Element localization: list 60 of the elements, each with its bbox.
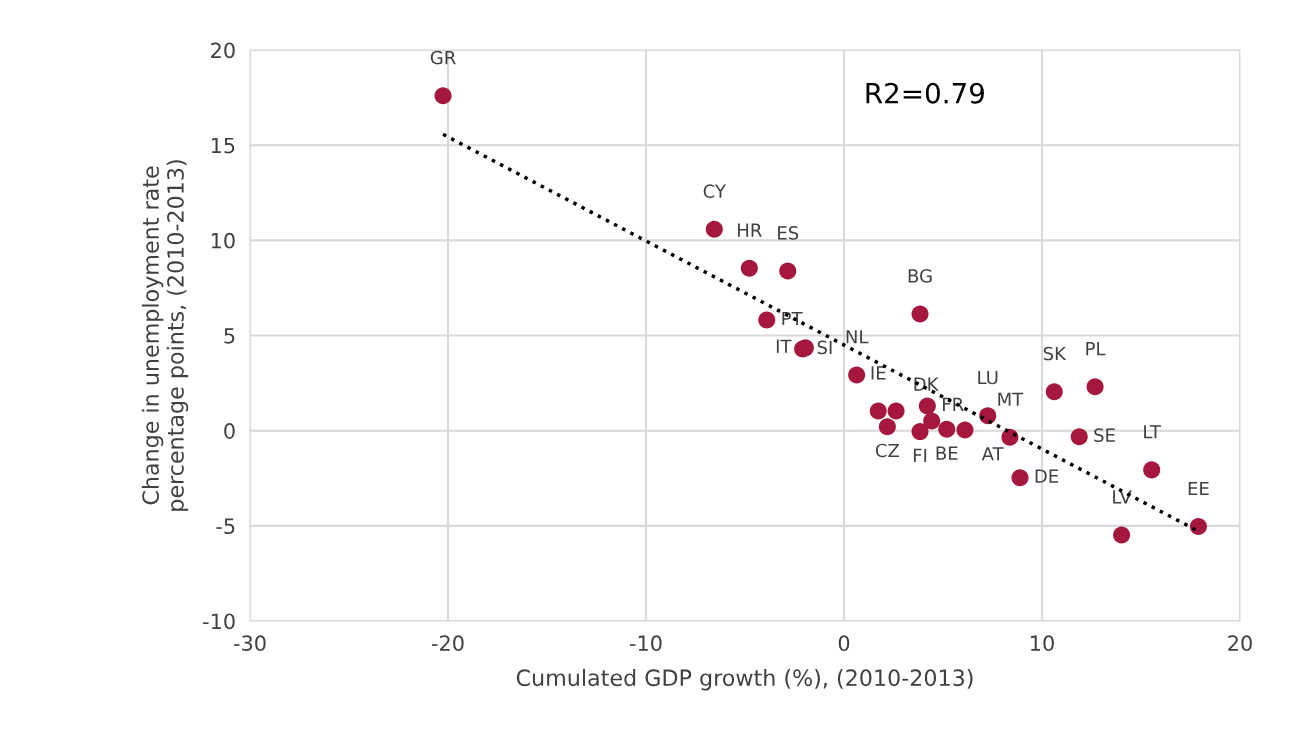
y-tick-label: 10 (211, 232, 235, 249)
x-tick-label: 10 (1031, 635, 1054, 652)
data-label: EE (1188, 481, 1209, 496)
y-tick-label: 5 (224, 328, 235, 344)
data-label: LT (1144, 425, 1162, 439)
point (878, 418, 896, 436)
data-label: SE (1094, 428, 1115, 442)
point (1070, 428, 1088, 446)
data-label: HR (738, 223, 762, 237)
point (887, 402, 905, 420)
point (911, 305, 929, 323)
x-tick-label: 0 (838, 635, 850, 652)
data-label: CY (703, 184, 727, 199)
data-label: FI (913, 448, 927, 462)
data-label: GR (430, 50, 456, 65)
x-tick-label: -10 (630, 635, 662, 652)
point (434, 87, 452, 105)
point (956, 421, 974, 439)
point (938, 420, 956, 438)
x-axis-title: Cumulated GDP growth (%), (2010-2013) (516, 668, 973, 691)
point (705, 220, 723, 238)
x-tick-label: -20 (432, 635, 464, 652)
data-label: AT (981, 447, 1004, 461)
x-tick-label: 20 (1228, 635, 1252, 652)
y-tick-label: 0 (224, 423, 235, 439)
data-label: IT (776, 339, 792, 353)
annotation: R2=0.79 (866, 82, 984, 104)
point (1143, 461, 1161, 479)
point (779, 262, 797, 280)
point (1045, 383, 1063, 401)
data-label: FR (943, 397, 964, 411)
data-label: BE (936, 446, 958, 460)
data-label: BG (908, 269, 932, 283)
data-label: ES (778, 226, 799, 240)
x-tick-label: -30 (234, 635, 266, 652)
data-label: SK (1043, 346, 1067, 361)
point (740, 259, 758, 277)
y-tick-label: -5 (216, 518, 235, 535)
y-axis-title: Change in unemployment rate percentage points, (2010-2013) (141, 160, 189, 511)
data-label: LU (978, 370, 998, 385)
point (758, 311, 776, 329)
data-label: IE (871, 366, 886, 380)
point (1113, 526, 1131, 544)
point (1189, 518, 1207, 536)
y-tick-label: 15 (211, 137, 235, 154)
data-label: DE (1035, 469, 1059, 483)
point (918, 397, 936, 415)
point (923, 412, 941, 430)
y-tick-label: -10 (203, 613, 235, 630)
point (848, 366, 866, 384)
y-tick-label: 20 (211, 42, 235, 59)
data-label: MT (998, 392, 1024, 406)
data-label: SI (817, 340, 832, 355)
data-label: NL (846, 330, 869, 344)
point (1086, 378, 1104, 396)
point (1011, 469, 1029, 487)
point (869, 402, 887, 420)
data-label: CZ (875, 443, 900, 458)
point (911, 423, 929, 441)
data-label: PL (1086, 342, 1106, 356)
